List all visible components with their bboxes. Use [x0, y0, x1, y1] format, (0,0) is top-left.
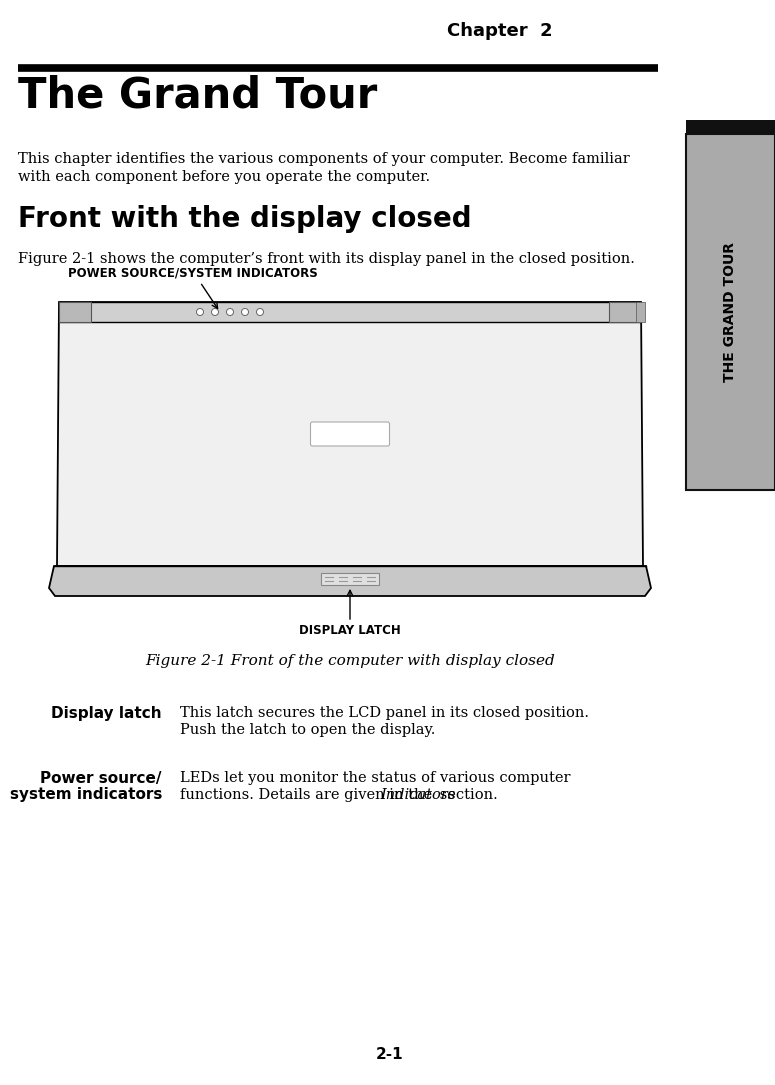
Text: Push the latch to open the display.: Push the latch to open the display. — [180, 723, 436, 737]
Text: functions. Details are given in the: functions. Details are given in the — [180, 788, 437, 802]
Polygon shape — [57, 302, 643, 566]
Circle shape — [242, 308, 249, 316]
Text: LEDs let you monitor the status of various computer: LEDs let you monitor the status of vario… — [180, 771, 570, 786]
Text: THE GRAND TOUR: THE GRAND TOUR — [724, 242, 738, 382]
Bar — [59, 302, 91, 322]
Bar — [686, 135, 775, 490]
Polygon shape — [49, 566, 651, 596]
Polygon shape — [59, 302, 641, 322]
Text: system indicators: system indicators — [9, 787, 162, 802]
Text: POWER SOURCE/SYSTEM INDICATORS: POWER SOURCE/SYSTEM INDICATORS — [68, 267, 318, 280]
Text: DISPLAY LATCH: DISPLAY LATCH — [299, 624, 401, 637]
Text: 2-1: 2-1 — [376, 1047, 404, 1062]
FancyBboxPatch shape — [311, 422, 390, 446]
Circle shape — [226, 308, 233, 316]
Text: Figure 2-1 Front of the computer with display closed: Figure 2-1 Front of the computer with di… — [145, 654, 555, 668]
Bar — [609, 302, 641, 322]
Circle shape — [212, 308, 219, 316]
Text: The Grand Tour: The Grand Tour — [18, 74, 377, 116]
Text: Power source/: Power source/ — [40, 771, 162, 786]
Text: Display latch: Display latch — [51, 706, 162, 722]
Circle shape — [197, 308, 204, 316]
Text: with each component before you operate the computer.: with each component before you operate t… — [18, 170, 430, 184]
Bar — [321, 573, 379, 585]
Circle shape — [257, 308, 264, 316]
Text: section.: section. — [436, 788, 498, 802]
Bar — [686, 120, 775, 135]
Text: Indicators: Indicators — [380, 788, 455, 802]
Text: Front with the display closed: Front with the display closed — [18, 205, 472, 233]
Text: This latch secures the LCD panel in its closed position.: This latch secures the LCD panel in its … — [180, 706, 589, 720]
Text: Chapter  2: Chapter 2 — [447, 22, 553, 40]
Text: Figure 2-1 shows the computer’s front with its display panel in the closed posit: Figure 2-1 shows the computer’s front wi… — [18, 252, 635, 266]
Text: This chapter identifies the various components of your computer. Become familiar: This chapter identifies the various comp… — [18, 152, 630, 166]
Bar — [636, 302, 645, 322]
